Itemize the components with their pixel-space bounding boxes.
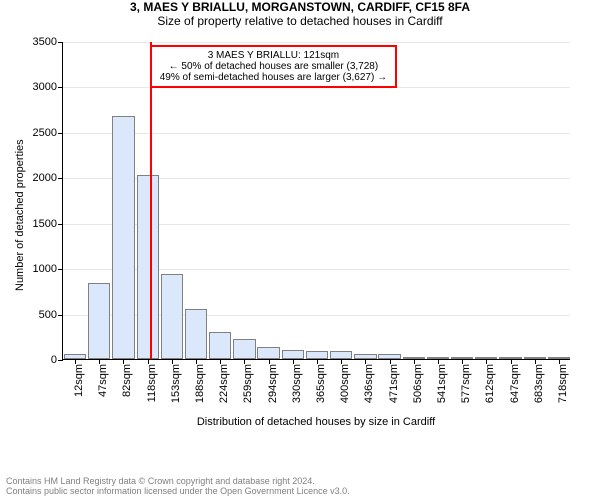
gridline-h xyxy=(63,42,570,43)
ytick-label: 3500 xyxy=(33,36,63,48)
y-axis-label: Number of detached properties xyxy=(14,139,26,291)
callout-line: 3 MAES Y BRIALLU: 121sqm xyxy=(160,50,387,61)
xtick-label: 647sqm xyxy=(509,364,521,403)
x-axis-label: Distribution of detached houses by size … xyxy=(62,416,570,428)
ytick-label: 1500 xyxy=(33,218,63,230)
xtick-label: 577sqm xyxy=(460,364,472,403)
xtick-label: 47sqm xyxy=(97,364,109,397)
bar xyxy=(282,350,304,359)
reference-line xyxy=(150,42,152,359)
ytick-label: 3000 xyxy=(33,81,63,93)
ytick-label: 500 xyxy=(39,309,63,321)
ytick-label: 1000 xyxy=(33,263,63,275)
gridline-h xyxy=(63,133,570,134)
xtick-label: 224sqm xyxy=(218,364,230,403)
xtick-label: 330sqm xyxy=(291,364,303,403)
plot-area: 050010001500200025003000350012sqm47sqm82… xyxy=(62,42,570,360)
footer-line1: Contains HM Land Registry data © Crown c… xyxy=(6,476,594,486)
xtick-label: 683sqm xyxy=(533,364,545,403)
xtick-label: 259sqm xyxy=(242,364,254,403)
xtick-label: 118sqm xyxy=(146,364,158,402)
callout-box: 3 MAES Y BRIALLU: 121sqm← 50% of detache… xyxy=(150,45,397,88)
callout-line: ← 50% of detached houses are smaller (3,… xyxy=(160,61,387,72)
ytick-label: 0 xyxy=(51,354,63,366)
ytick-label: 2500 xyxy=(33,127,63,139)
footer-line2: Contains public sector information licen… xyxy=(6,486,594,496)
bar xyxy=(233,339,255,359)
bar xyxy=(209,332,231,359)
bar xyxy=(257,347,279,359)
bar xyxy=(112,116,134,359)
xtick-label: 471sqm xyxy=(388,364,400,403)
bar xyxy=(330,351,352,359)
bar xyxy=(306,351,328,359)
xtick-label: 506sqm xyxy=(412,364,424,403)
bar xyxy=(185,309,207,359)
bar xyxy=(88,283,110,359)
xtick-label: 718sqm xyxy=(557,364,569,403)
ytick-label: 2000 xyxy=(33,172,63,184)
xtick-label: 294sqm xyxy=(267,364,279,403)
xtick-label: 541sqm xyxy=(436,364,448,403)
xtick-label: 153sqm xyxy=(170,364,182,403)
xtick-label: 400sqm xyxy=(339,364,351,403)
chart-title: 3, MAES Y BRIALLU, MORGANSTOWN, CARDIFF,… xyxy=(0,0,600,14)
bar xyxy=(137,175,159,359)
xtick-label: 82sqm xyxy=(121,364,133,397)
xtick-label: 12sqm xyxy=(73,364,85,397)
footer: Contains HM Land Registry data © Crown c… xyxy=(6,476,594,496)
xtick-label: 365sqm xyxy=(315,364,327,403)
bar xyxy=(161,274,183,359)
xtick-label: 188sqm xyxy=(194,364,206,403)
callout-line: 49% of semi-detached houses are larger (… xyxy=(160,72,387,83)
xtick-label: 436sqm xyxy=(363,364,375,403)
xtick-label: 612sqm xyxy=(484,364,496,403)
chart-subtitle: Size of property relative to detached ho… xyxy=(0,14,600,28)
